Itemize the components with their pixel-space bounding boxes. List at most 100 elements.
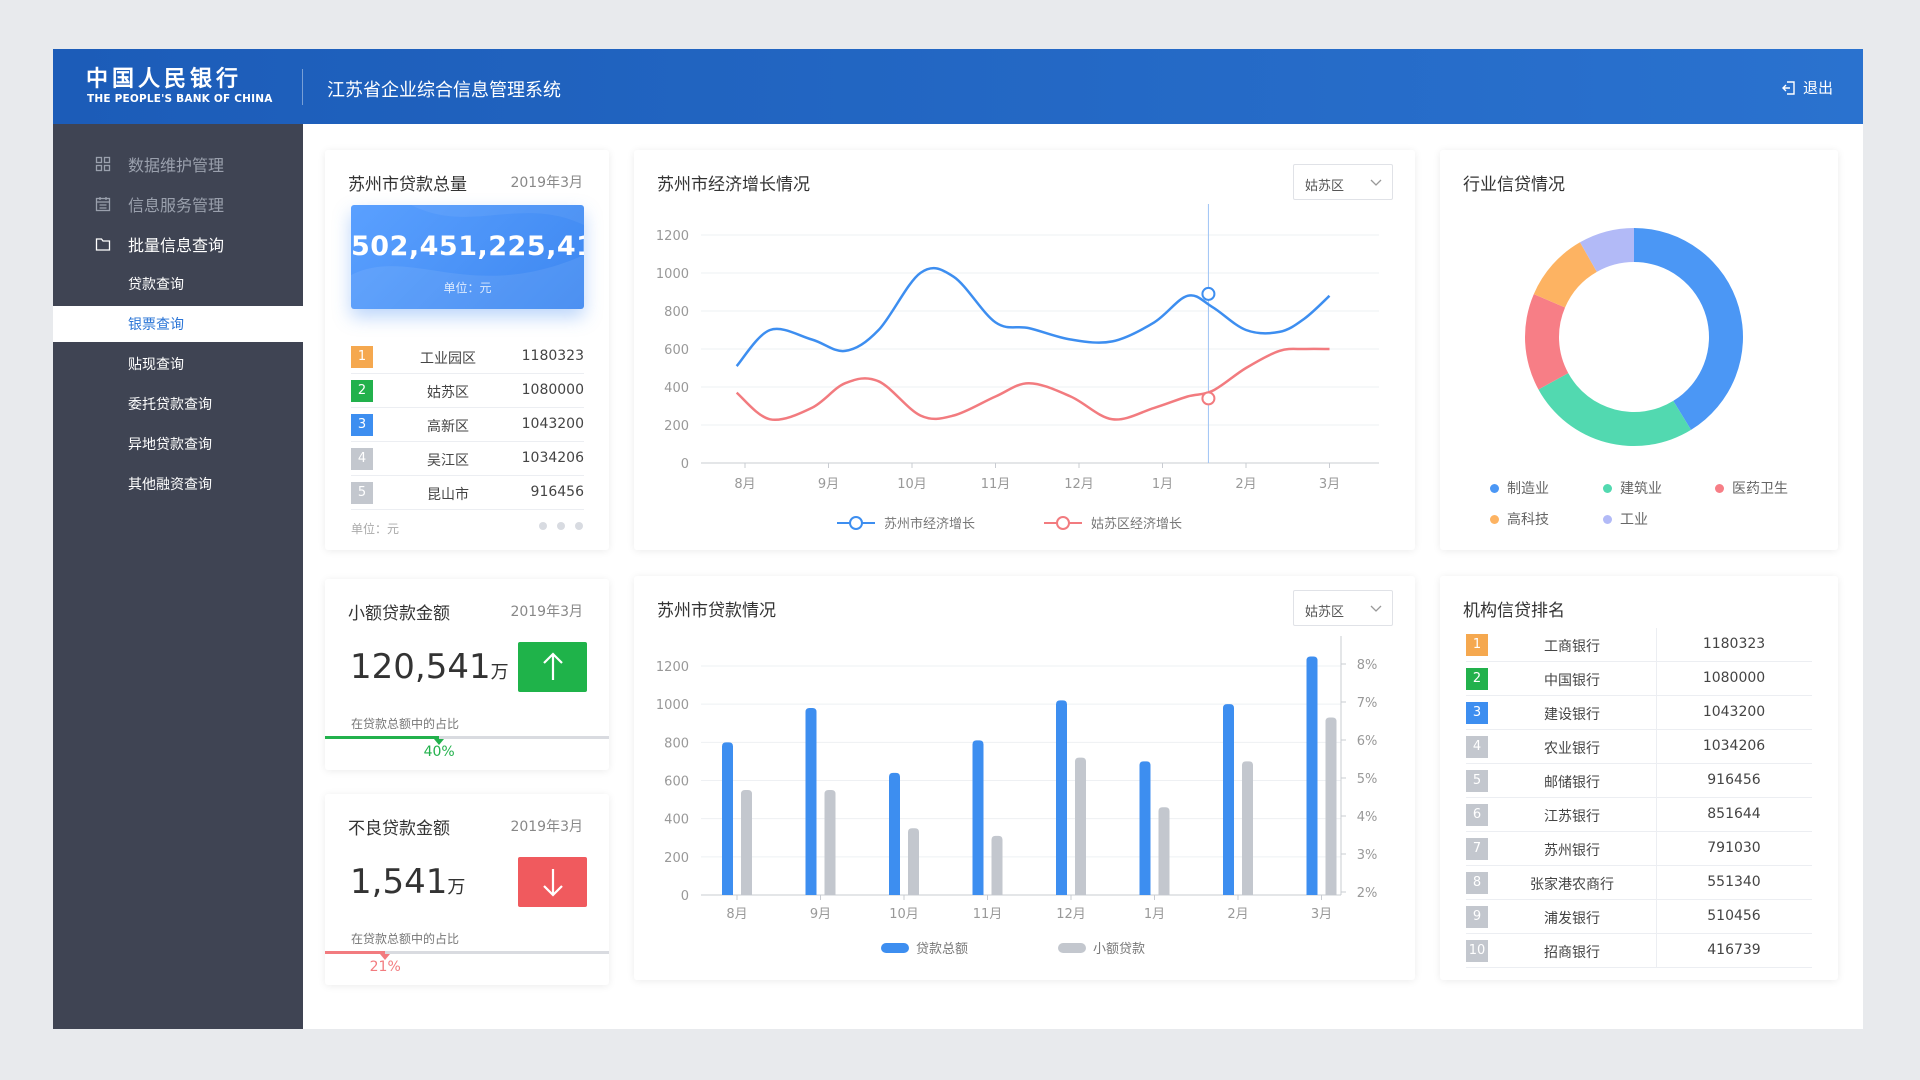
submenu-label: 其他融资查询 bbox=[128, 477, 212, 493]
y-tick-label: 400 bbox=[664, 813, 689, 828]
legend-marker bbox=[1056, 516, 1070, 530]
bank-value: 416739 bbox=[1707, 942, 1761, 958]
growth-line-chart: 0 200 400 600 800 1000 1200 8月 9月 10月 11月 12月 1月 2月 3月… bbox=[656, 204, 1379, 532]
rank-badge: 1 bbox=[351, 346, 373, 368]
bank-row: 2 中国银行 1080000 bbox=[1466, 662, 1812, 696]
share-percent: 21% bbox=[369, 959, 401, 975]
legend-label: 医药卫生 bbox=[1732, 481, 1788, 497]
column-divider bbox=[1656, 832, 1657, 866]
legend-dot bbox=[1603, 514, 1612, 524]
x-tick-label: 11月 bbox=[981, 477, 1011, 492]
pie-slice bbox=[1533, 242, 1597, 308]
loan-total-panel: 502,451,225,412 单位：元 bbox=[351, 205, 584, 309]
legend-label: 小额贷款 bbox=[1093, 942, 1145, 957]
bar bbox=[908, 828, 919, 895]
submenu-label: 委托贷款查询 bbox=[128, 397, 212, 413]
district-select[interactable]: 姑苏区 bbox=[1293, 590, 1393, 626]
progress-marker bbox=[433, 739, 444, 745]
rank-value: 1043200 bbox=[521, 416, 584, 432]
legend-label: 苏州市经济增长 bbox=[884, 516, 975, 532]
submenu-other-finance-query[interactable]: 其他融资查询 bbox=[53, 466, 303, 502]
card-title: 行业信贷情况 bbox=[1463, 175, 1565, 195]
submenu-loan-query[interactable]: 贷款查询 bbox=[53, 266, 303, 302]
x-tick-label: 9月 bbox=[818, 477, 839, 492]
bank-name: 浦发银行 bbox=[1544, 911, 1600, 927]
series-line bbox=[735, 347, 1330, 422]
rank-badge: 1 bbox=[1466, 634, 1488, 656]
bar bbox=[1075, 757, 1086, 895]
bank-value: 916456 bbox=[1707, 772, 1761, 788]
rank-badge: 10 bbox=[1466, 940, 1488, 962]
submenu-label: 贷款查询 bbox=[128, 277, 184, 293]
card-date: 2019年3月 bbox=[510, 604, 583, 620]
economic-growth-card: 苏州市经济增长情况 姑苏区 0 200 400 600 800 1000 1200 8月 9月 1… bbox=[634, 150, 1415, 550]
share-progress-fill bbox=[325, 736, 439, 739]
legend-item: 高科技 bbox=[1490, 509, 1549, 529]
bank-value: 851644 bbox=[1707, 806, 1761, 822]
legend-label: 建筑业 bbox=[1620, 481, 1662, 497]
y-tick-label: 1200 bbox=[656, 229, 689, 244]
y-tick-label: 1000 bbox=[656, 267, 689, 282]
logout-button[interactable]: 退出 bbox=[1781, 77, 1833, 98]
bank-name: 江苏银行 bbox=[1544, 809, 1600, 825]
bank-value: 1080000 bbox=[1702, 670, 1766, 686]
value-number: 1,541 bbox=[350, 862, 448, 902]
arrow-down-icon bbox=[542, 869, 563, 897]
loan-total-card: 苏州市贷款总量 2019年3月 502,451,225,412 单位：元 1 工业… bbox=[325, 150, 609, 550]
x-tick-label: 3月 bbox=[1319, 477, 1340, 492]
hover-point bbox=[1201, 286, 1216, 301]
submenu-discount-query[interactable]: 贴现查询 bbox=[53, 346, 303, 382]
x-tick-label: 12月 bbox=[1056, 907, 1086, 922]
share-progress-track bbox=[325, 951, 609, 960]
x-tick-label: 1月 bbox=[1144, 907, 1165, 922]
bank-value: 1180323 bbox=[1702, 636, 1766, 652]
legend-item: 制造业 bbox=[1490, 478, 1549, 498]
bank-name: 邮储银行 bbox=[1544, 775, 1600, 791]
value-number: 120,541 bbox=[350, 647, 491, 687]
y-tick-label: 200 bbox=[664, 851, 689, 866]
rank-badge: 4 bbox=[351, 448, 373, 470]
legend-label: 贷款总额 bbox=[916, 942, 968, 957]
submenu-offsite-loan-query[interactable]: 异地贷款查询 bbox=[53, 426, 303, 462]
rank-value: 916456 bbox=[530, 484, 584, 500]
pager-dot[interactable] bbox=[575, 522, 583, 530]
trend-up-badge bbox=[518, 642, 587, 692]
y-tick-label: 1000 bbox=[656, 698, 689, 713]
small-loan-value: 120,541万 bbox=[350, 647, 509, 687]
bank-value: 1034206 bbox=[1702, 738, 1766, 754]
legend-label: 高科技 bbox=[1507, 512, 1549, 528]
menu-batch-query[interactable]: 批量信息查询 bbox=[53, 224, 303, 264]
column-divider bbox=[1656, 628, 1657, 662]
rank-row: 4 吴江区 1034206 bbox=[351, 442, 584, 476]
progress-marker bbox=[379, 954, 390, 960]
legend-label: 工业 bbox=[1620, 512, 1648, 528]
hover-point bbox=[1201, 391, 1216, 406]
bank-name: 工商银行 bbox=[1544, 639, 1600, 655]
card-date: 2019年3月 bbox=[510, 819, 583, 835]
pager-dot[interactable] bbox=[557, 522, 565, 530]
pager-dots[interactable] bbox=[539, 522, 583, 530]
y-tick-label: 800 bbox=[664, 736, 689, 751]
submenu-entrusted-loan-query[interactable]: 委托贷款查询 bbox=[53, 386, 303, 422]
bar bbox=[1325, 717, 1337, 895]
y-tick-label: 600 bbox=[664, 343, 689, 358]
submenu-bill-query[interactable]: 银票查询 bbox=[53, 306, 303, 342]
bank-row: 6 江苏银行 851644 bbox=[1466, 798, 1812, 832]
value-unit: 万 bbox=[447, 877, 466, 898]
menu-info-service[interactable]: 信息服务管理 bbox=[53, 184, 303, 224]
bank-row: 5 邮储银行 916456 bbox=[1466, 764, 1812, 798]
rank-name: 吴江区 bbox=[427, 453, 469, 469]
legend-dot bbox=[1490, 483, 1499, 493]
legend-swatch bbox=[1058, 943, 1086, 953]
pager-dot[interactable] bbox=[539, 522, 547, 530]
bank-name: 农业银行 bbox=[1544, 741, 1600, 757]
logo-english: THE PEOPLE'S BANK OF CHINA bbox=[87, 93, 273, 105]
x-tick-label: 1月 bbox=[1152, 477, 1173, 492]
legend-item: 医药卫生 bbox=[1715, 478, 1788, 498]
bank-row: 10 招商银行 416739 bbox=[1466, 934, 1812, 968]
rank-badge: 5 bbox=[1466, 770, 1488, 792]
district-select[interactable]: 姑苏区 bbox=[1293, 164, 1393, 200]
rank-name: 姑苏区 bbox=[427, 385, 469, 401]
menu-data-maintenance[interactable]: 数据维护管理 bbox=[53, 144, 303, 184]
bank-row: 4 农业银行 1034206 bbox=[1466, 730, 1812, 764]
